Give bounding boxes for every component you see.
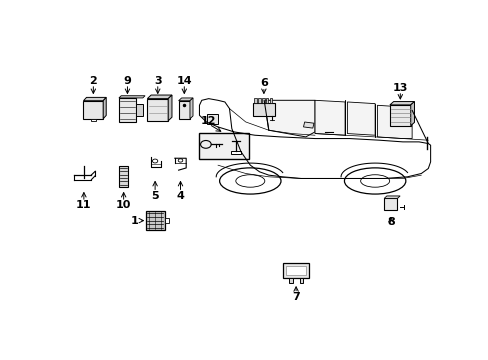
Text: 8: 8	[386, 217, 394, 227]
Bar	[207, 114, 217, 123]
Bar	[136, 104, 142, 116]
Bar	[254, 98, 257, 103]
Polygon shape	[103, 98, 106, 119]
Bar	[303, 122, 313, 128]
Bar	[230, 151, 240, 153]
Bar	[90, 119, 96, 121]
Bar	[285, 266, 305, 275]
Bar	[199, 132, 248, 159]
Text: 9: 9	[123, 76, 131, 86]
Bar	[258, 98, 260, 103]
Polygon shape	[147, 95, 172, 99]
Text: 7: 7	[292, 292, 299, 302]
Polygon shape	[384, 196, 399, 198]
Text: 11: 11	[76, 201, 91, 210]
Polygon shape	[314, 100, 345, 135]
Bar	[83, 101, 103, 119]
Bar	[178, 101, 189, 119]
Text: 1: 1	[131, 216, 139, 226]
Text: 14: 14	[176, 76, 192, 86]
Polygon shape	[178, 98, 193, 101]
Polygon shape	[168, 95, 172, 121]
Text: 10: 10	[116, 201, 131, 210]
Bar	[119, 166, 127, 186]
Text: 2: 2	[89, 76, 97, 86]
Bar	[283, 263, 308, 278]
Bar	[147, 99, 168, 121]
Text: 12: 12	[201, 116, 216, 126]
Polygon shape	[410, 102, 414, 126]
Text: 6: 6	[260, 78, 267, 89]
Text: 3: 3	[154, 76, 161, 86]
Text: 5: 5	[151, 191, 159, 201]
Bar	[384, 198, 397, 210]
Bar	[164, 219, 169, 223]
Bar	[269, 98, 272, 103]
Bar	[119, 98, 136, 122]
Bar	[145, 211, 164, 230]
Polygon shape	[189, 98, 193, 119]
Polygon shape	[346, 102, 374, 135]
Polygon shape	[119, 96, 145, 98]
Polygon shape	[389, 102, 414, 105]
Polygon shape	[377, 105, 411, 139]
Text: 4: 4	[176, 191, 184, 201]
Bar	[389, 105, 410, 126]
Bar	[288, 278, 292, 283]
Polygon shape	[264, 100, 314, 137]
Bar	[262, 98, 264, 103]
Bar	[265, 98, 268, 103]
Text: 13: 13	[392, 82, 407, 93]
Bar	[252, 103, 275, 116]
Polygon shape	[83, 98, 106, 101]
Bar	[299, 278, 303, 283]
